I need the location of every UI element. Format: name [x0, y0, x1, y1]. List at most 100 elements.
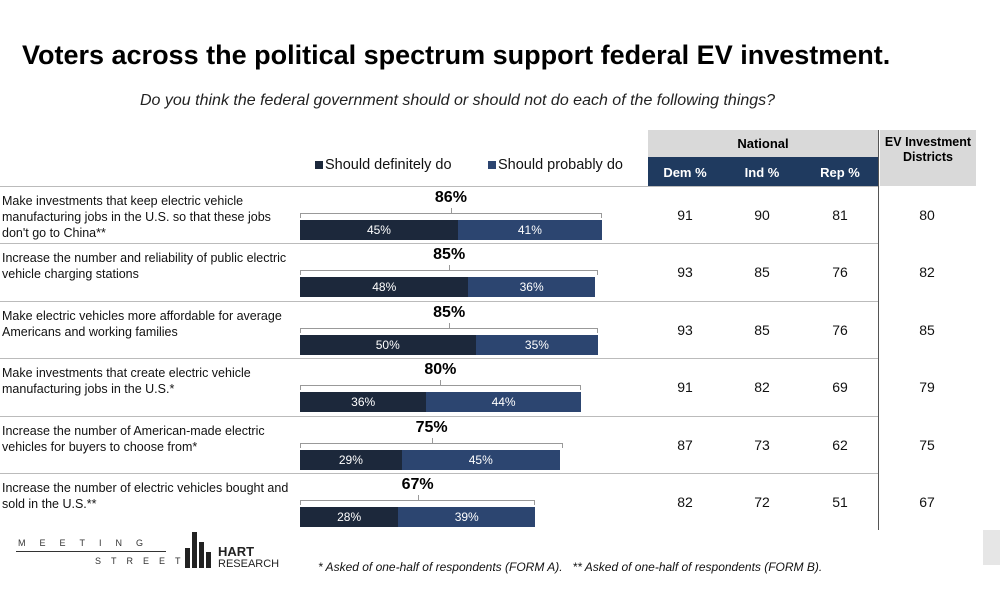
total-label: 67%: [401, 476, 434, 493]
table-cell: 76: [832, 321, 848, 338]
row-separator: [0, 186, 878, 187]
bracket: [300, 270, 599, 276]
table-cell: 73: [754, 436, 770, 453]
logo-icon: [206, 552, 211, 568]
row-label: Increase the number of electric vehicles…: [2, 481, 289, 511]
bar: [300, 449, 402, 470]
bracket-tick: [450, 208, 452, 213]
bar-label: 28%: [337, 510, 362, 524]
bar: [468, 277, 595, 298]
table-cell: 69: [832, 379, 848, 396]
bracket-tick: [449, 265, 451, 271]
table-cell: 82: [677, 494, 693, 510]
header-extra: EV Investment Districts: [884, 135, 972, 164]
legend-swatch: [488, 161, 496, 169]
bar-label: 35%: [524, 337, 549, 352]
table-cell: 75: [919, 436, 935, 453]
table-cell: 72: [754, 494, 770, 510]
row-separator: [0, 243, 878, 245]
table-cell: 93: [677, 264, 693, 281]
bracket: [300, 327, 599, 333]
row-label: Make investments that create electric ve…: [2, 366, 251, 397]
bar-label: 36%: [519, 280, 544, 295]
subtitle: Do you think the federal government shou…: [140, 92, 776, 109]
bracket-tick: [449, 322, 451, 328]
bar-label: 39%: [454, 510, 479, 524]
bar: [300, 334, 476, 355]
row-label: Increase the number and reliability of p…: [2, 251, 287, 282]
table-cell: 85: [754, 321, 770, 338]
table-cell: 76: [832, 264, 848, 281]
bracket: [300, 500, 536, 505]
bar-label: 48%: [372, 280, 397, 295]
column-header: Rep %: [820, 165, 860, 180]
logo-text: RESEARCH: [218, 558, 280, 570]
bracket: [300, 442, 564, 448]
logo-text: HART: [218, 544, 255, 559]
bar-label: 29%: [338, 452, 363, 467]
legend-swatch: [315, 161, 323, 169]
table-cell: 87: [677, 436, 693, 453]
table-cell: 85: [754, 264, 770, 281]
bar-label: 36%: [351, 395, 376, 410]
table-cell: 51: [832, 494, 848, 510]
header-box: [648, 157, 878, 186]
bar: [426, 392, 581, 413]
column-header: Ind %: [744, 165, 780, 180]
row-separator: [0, 300, 878, 302]
title: Voters across the political spectrum sup…: [22, 40, 891, 70]
legend-label: Should definitely do: [325, 157, 452, 173]
table-cell: 90: [754, 207, 770, 223]
row-label: Make electric vehicles more affordable f…: [2, 308, 282, 339]
total-label: 80%: [424, 361, 457, 379]
table-cell: 91: [677, 379, 693, 396]
header-box: [880, 130, 976, 186]
header-box: [648, 130, 878, 157]
bar: [457, 220, 602, 240]
table-cell: 81: [832, 207, 848, 223]
table-cell: 80: [919, 207, 935, 223]
bar: [401, 449, 560, 470]
table-cell: 91: [677, 207, 693, 223]
total-label: 75%: [415, 418, 448, 436]
bar: [475, 334, 599, 355]
header-group: National: [737, 136, 789, 151]
bar-label: 45%: [468, 452, 493, 467]
bar-label: 44%: [491, 395, 516, 410]
bar: [300, 277, 469, 298]
bar-label: 50%: [375, 337, 400, 352]
row-separator: [0, 358, 878, 360]
row-separator: [0, 415, 878, 417]
bar: [300, 507, 399, 527]
logo-icon: [199, 542, 204, 568]
column-header: Dem %: [663, 165, 707, 180]
table-cell: 67: [919, 494, 935, 510]
table-cell: 93: [677, 321, 693, 338]
bar: [398, 507, 536, 527]
row-separator: [0, 473, 878, 474]
logo-text: MEETING: [18, 538, 158, 548]
logo-line: [16, 551, 166, 552]
logo-text: STREET: [95, 556, 191, 566]
table-cell: 82: [919, 264, 935, 281]
table-cell: 82: [754, 379, 770, 396]
decor: [983, 530, 1000, 565]
total-label: 85%: [433, 303, 466, 321]
bracket-tick: [417, 495, 419, 500]
bar-label: 41%: [517, 223, 542, 237]
row-label: Increase the number of American-made ele…: [2, 423, 265, 454]
bar-label: 45%: [366, 223, 391, 237]
bar: [300, 392, 427, 413]
table-cell: 79: [919, 379, 935, 396]
logo-icon: [192, 532, 197, 568]
bracket-tick: [440, 380, 442, 386]
total-label: 85%: [433, 246, 466, 264]
bracket: [300, 213, 602, 218]
logo-icon: [185, 548, 190, 568]
bracket-tick: [431, 437, 433, 443]
legend-label: Should probably do: [498, 157, 623, 173]
divider: [878, 130, 879, 530]
total-label: 86%: [434, 189, 467, 206]
row-label: Make investments that keep electric vehi…: [2, 194, 271, 240]
